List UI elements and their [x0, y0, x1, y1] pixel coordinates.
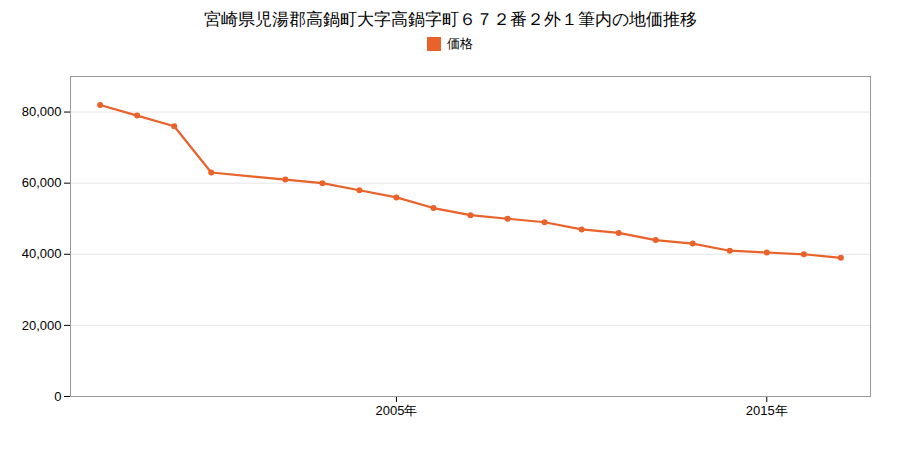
svg-text:60,000: 60,000	[22, 175, 62, 190]
svg-text:20,000: 20,000	[22, 318, 62, 333]
html-text:宮崎県児湯郡高鍋町大字高鍋字町６７２番２外１筆内の地価推移: 宮崎県児湯郡高鍋町大字高鍋字町６７２番２外１筆内の地価推移	[203, 10, 697, 29]
html-text:価格: 価格	[447, 36, 473, 51]
svg-text:0: 0	[54, 389, 61, 404]
svg-text:2005年: 2005年	[375, 403, 417, 418]
svg-text:2015年: 2015年	[746, 403, 788, 418]
svg-text:40,000: 40,000	[22, 246, 62, 261]
svg-text:80,000: 80,000	[22, 104, 62, 119]
